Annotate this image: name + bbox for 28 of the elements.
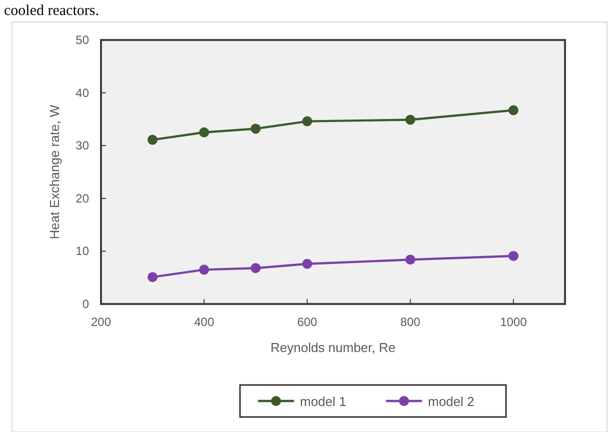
y-axis-title: Heat Exchange rate, W [47, 104, 62, 240]
point [148, 134, 158, 145]
x-tick-label: 600 [297, 315, 318, 329]
x-tick-label: 200 [90, 315, 112, 329]
y-tick-label: 30 [76, 138, 90, 153]
point [508, 250, 518, 261]
legend-label: model 1 [300, 394, 346, 409]
point [250, 124, 261, 134]
point [250, 263, 261, 274]
y-tick-label: 0 [82, 297, 90, 311]
x-tick-label: 1000 [500, 315, 528, 329]
y-tick-label: 40 [76, 86, 90, 100]
point [199, 264, 210, 275]
x-tick-label: 800 [400, 315, 421, 329]
y-tick-label: 10 [76, 244, 90, 258]
point [199, 127, 210, 138]
text: cooled reactors. [4, 3, 99, 19]
y-tick-label: 20 [76, 191, 90, 206]
point [405, 114, 416, 125]
x-axis-title: Reynolds number, Re [270, 340, 396, 355]
point [405, 254, 416, 265]
point [508, 105, 518, 116]
legend-label: model 2 [428, 394, 474, 409]
point [302, 116, 312, 126]
point [302, 258, 312, 269]
x-tick-label: 400 [194, 315, 214, 329]
y-tick-label: 50 [76, 33, 90, 47]
point [148, 272, 158, 282]
